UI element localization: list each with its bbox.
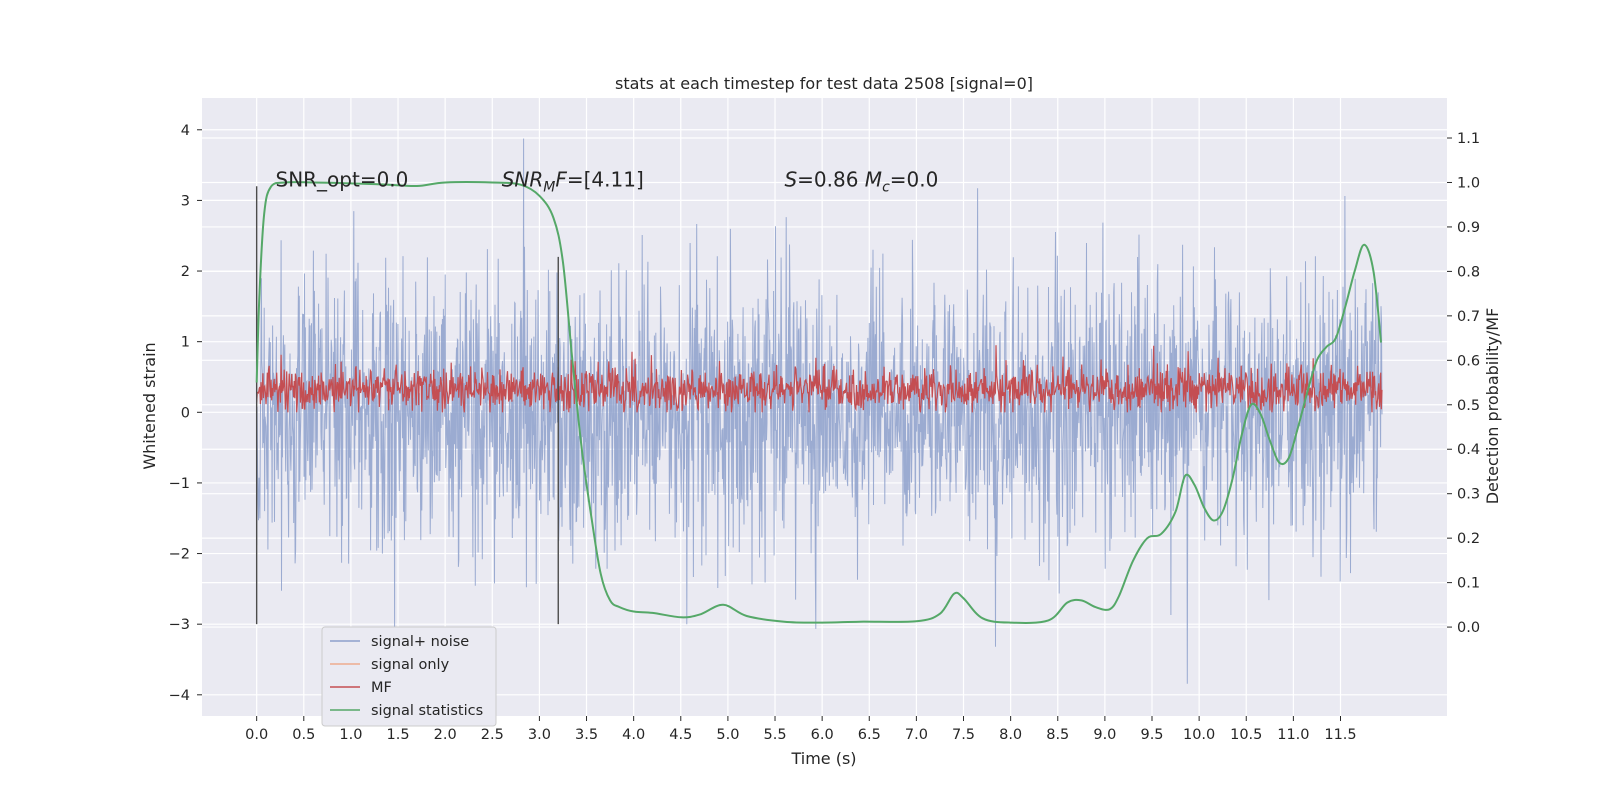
x-tick-label: 0.5 [292, 727, 315, 743]
x-tick-label: 3.0 [528, 727, 551, 743]
x-tick-label: 11.0 [1277, 727, 1309, 743]
line-signal-statistics [255, 181, 1382, 624]
y-right-tick-label: 0.6 [1457, 353, 1480, 369]
y-right-tick-label: 0.2 [1457, 531, 1480, 547]
line-mf [256, 345, 1383, 413]
x-tick-label: 2.5 [481, 727, 504, 743]
y-left-tick-label: 4 [181, 123, 190, 139]
series-signal-statistics [255, 181, 1382, 624]
x-axis-ticks: 0.0 0.5 1.0 1.5 2.0 2.5 3.0 3.5 4.0 4.5 5.0 5.5 6.0 6… [245, 716, 1357, 743]
y-right-tick-label: 0.4 [1457, 442, 1480, 458]
y-right-tick-label: 1.1 [1457, 131, 1480, 147]
x-tick-label: 4.5 [669, 727, 692, 743]
vertical-markers [255, 186, 559, 625]
x-tick-label: 8.5 [1046, 727, 1069, 743]
y-right-tick-label: 0.5 [1457, 398, 1480, 414]
y-left-tick-label: −2 [169, 547, 190, 563]
legend-box [321, 626, 497, 727]
y-right-tick-label: 0.3 [1457, 487, 1480, 503]
y-right-tick-label: 0.1 [1457, 576, 1480, 592]
legend: signal+ noise signal only MF signal stat… [321, 626, 497, 727]
x-tick-label: 3.5 [575, 727, 598, 743]
legend-label-signal-noise: signal+ noise [371, 634, 469, 650]
x-tick-label: 8.0 [999, 727, 1022, 743]
y-right-tick-label: 0.7 [1457, 309, 1480, 325]
x-tick-label: 6.0 [811, 727, 834, 743]
x-tick-label: 5.5 [763, 727, 786, 743]
annotation-s_mc: S=0.86 Mc=0.0 [784, 167, 938, 195]
x-axis-label: Time (s) [790, 749, 856, 768]
y-right-tick-label: 1.0 [1457, 175, 1480, 191]
x-tick-label: 1.5 [387, 727, 410, 743]
x-tick-label: 9.5 [1140, 727, 1163, 743]
x-tick-label: 7.0 [905, 727, 928, 743]
y-left-tick-label: 2 [181, 264, 190, 280]
x-tick-label: 6.5 [858, 727, 881, 743]
y-left-tick-label: 0 [181, 405, 190, 421]
y-right-tick-label: 0.9 [1457, 220, 1480, 236]
legend-label-mf: MF [371, 680, 392, 696]
y-right-tick-label: 0.0 [1457, 620, 1480, 636]
y-left-tick-label: −4 [169, 688, 190, 704]
y-axis-left-ticks: 4 3 2 1 0 −1 −2 −3 −4 [169, 123, 202, 704]
series-mf [256, 345, 1383, 413]
legend-label-signal-statistics: signal statistics [371, 703, 483, 719]
x-tick-label: 10.5 [1230, 727, 1262, 743]
annotation-snr_opt: SNR_opt=0.0 [276, 167, 409, 191]
y-right-tick-label: 0.8 [1457, 264, 1480, 280]
x-tick-label: 11.5 [1324, 727, 1356, 743]
annotation-snr_mf: SNRMF=[4.11] [502, 167, 644, 195]
y-axis-left-label: Whitened strain [140, 342, 159, 469]
x-tick-label: 2.0 [434, 727, 457, 743]
annotations: SNR_opt=0.0 SNRMF=[4.11] S=0.86 Mc=0.0 [276, 167, 939, 195]
y-left-tick-label: −1 [169, 476, 190, 492]
legend-label-signal-only: signal only [371, 657, 450, 673]
y-left-tick-label: −3 [169, 617, 190, 633]
x-tick-label: 7.5 [952, 727, 975, 743]
x-tick-label: 9.0 [1093, 727, 1116, 743]
y-left-tick-label: 3 [181, 193, 190, 209]
y-axis-right-label: Detection probability/MF [1483, 308, 1502, 505]
x-tick-label: 1.0 [339, 727, 362, 743]
chart-title: stats at each timestep for test data 250… [615, 74, 1033, 93]
x-tick-label: 4.0 [622, 727, 645, 743]
x-tick-label: 0.0 [245, 727, 268, 743]
x-tick-label: 5.0 [716, 727, 739, 743]
y-left-tick-label: 1 [181, 335, 190, 351]
y-axis-right-ticks: 1.1 1.0 0.9 0.8 0.7 0.6 0.5 0.4 0.3 0.2 0.1 0.0 [1447, 131, 1480, 636]
x-tick-label: 10.0 [1183, 727, 1215, 743]
